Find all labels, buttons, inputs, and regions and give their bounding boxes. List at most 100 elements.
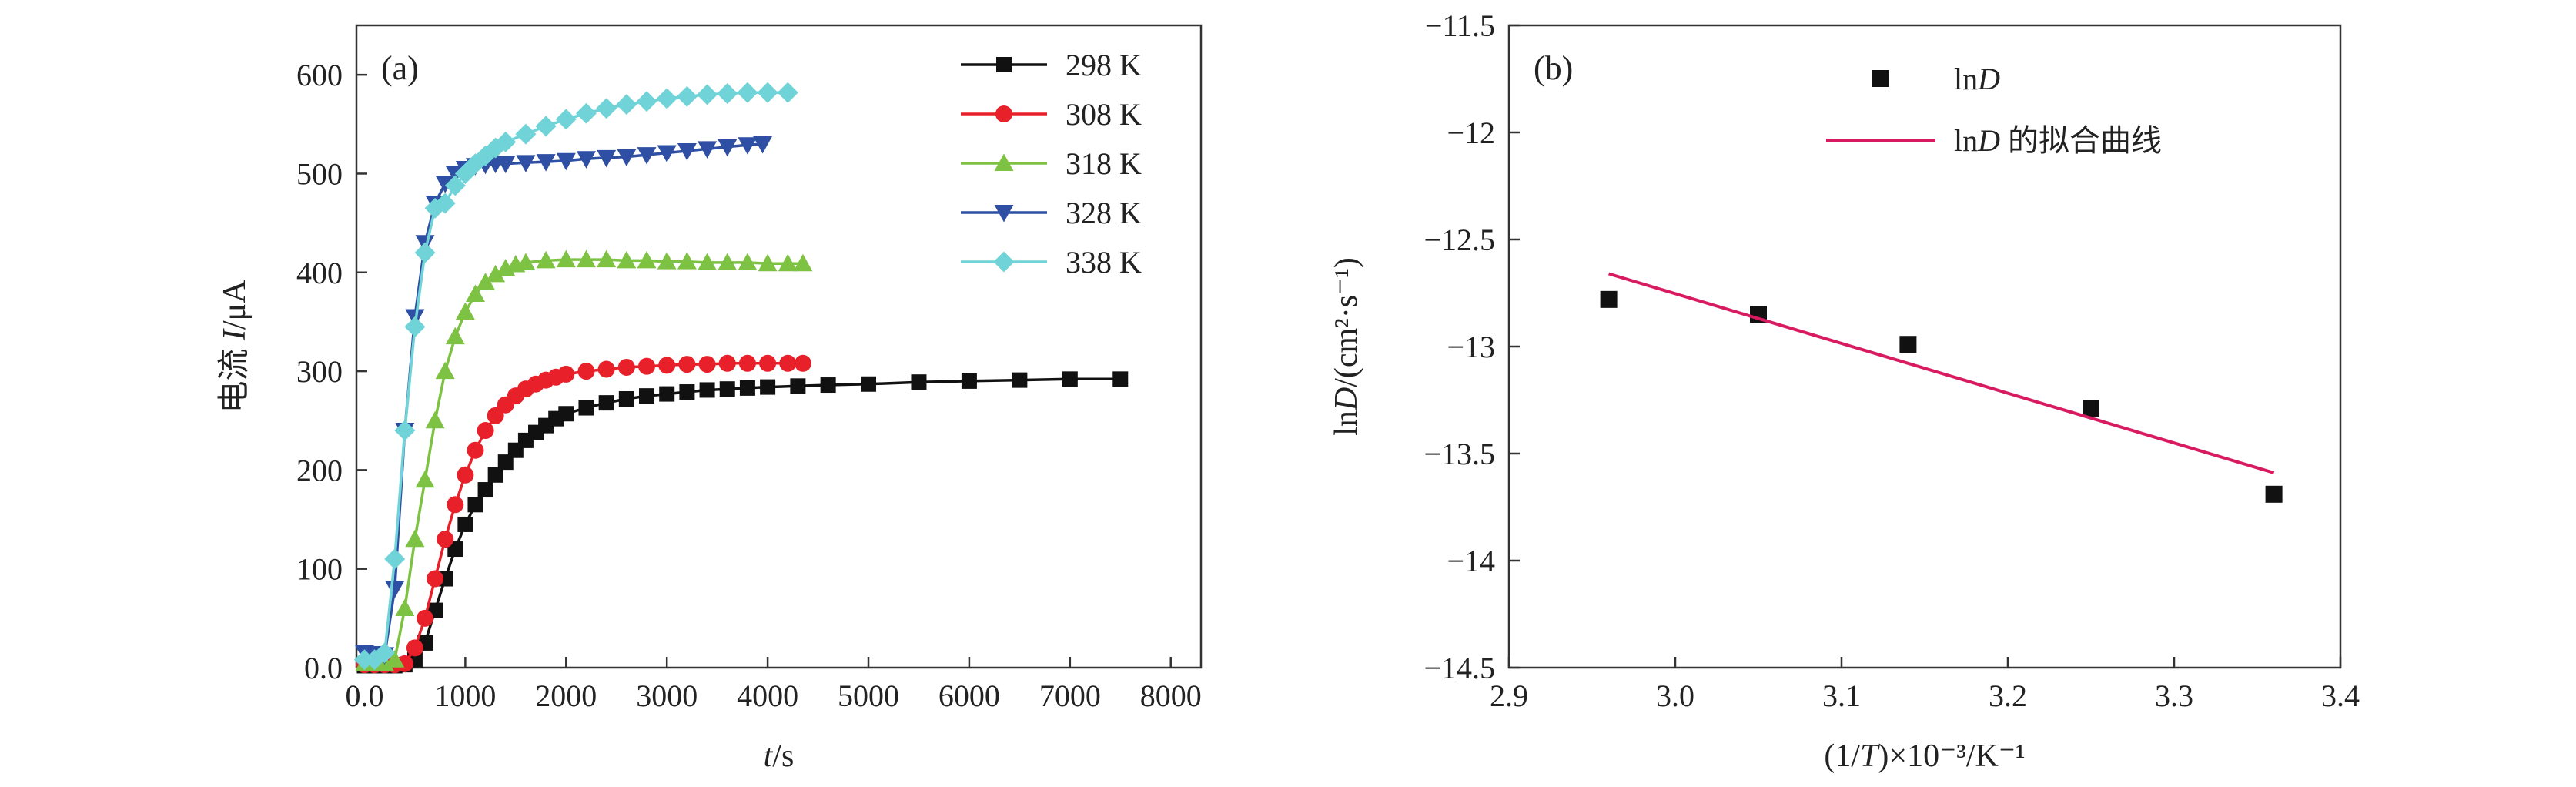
legend-entry: 318 K <box>961 146 1142 181</box>
legend-marker <box>995 105 1012 122</box>
data-point <box>486 264 506 283</box>
data-point <box>760 379 776 395</box>
series-0 <box>356 371 1129 674</box>
data-point <box>698 253 718 270</box>
fit-line <box>1608 272 2275 474</box>
data-point <box>1112 371 1129 387</box>
legend-label: 338 K <box>1066 245 1142 280</box>
data-point <box>639 388 655 404</box>
data-point <box>659 386 675 402</box>
y-tick-label: −13 <box>1447 330 1495 364</box>
y-tick-label: −14 <box>1447 544 1495 578</box>
data-point <box>718 253 738 270</box>
data-point <box>777 82 798 103</box>
data-point <box>753 136 773 154</box>
legend-label: 328 K <box>1066 196 1142 230</box>
legend-entry: 338 K <box>961 245 1142 280</box>
data-point <box>455 302 475 320</box>
data-point <box>497 454 514 471</box>
legend-marker <box>993 251 1015 273</box>
y-axis-title: lnD/(cm²·s⁻¹) <box>1329 257 1364 436</box>
series-0 <box>1600 290 2283 503</box>
data-point <box>596 98 617 119</box>
data-point <box>385 581 405 598</box>
data-point <box>558 406 574 422</box>
data-point <box>496 156 516 174</box>
data-point <box>718 139 738 157</box>
x-tick-label: 3.1 <box>1822 678 1861 713</box>
data-point <box>656 88 677 109</box>
legend-entry: 298 K <box>961 48 1142 82</box>
y-tick-label: 100 <box>296 552 343 587</box>
data-point <box>427 570 444 588</box>
data-point <box>556 152 576 171</box>
y-tick-label: 200 <box>296 453 343 487</box>
legend-label: 318 K <box>1066 146 1142 181</box>
data-point <box>1899 336 1917 353</box>
chart-panel-b: 2.9 3.0 3.1 3.2 3.3 3.4 −11.5 −12 −12.5 −13 −13.5 −… <box>1329 8 2360 774</box>
data-point <box>778 253 798 272</box>
data-point <box>445 327 465 345</box>
data-point <box>444 175 466 196</box>
data-point <box>467 497 483 513</box>
data-point <box>457 466 474 484</box>
data-point <box>487 467 503 483</box>
data-point <box>396 655 413 672</box>
data-point <box>657 145 677 163</box>
series-line <box>364 377 1121 668</box>
data-point <box>790 378 806 394</box>
data-point <box>794 354 811 372</box>
data-point <box>718 354 736 372</box>
legend-entry: 308 K <box>961 97 1142 132</box>
data-point <box>536 154 556 172</box>
data-point <box>2083 400 2099 417</box>
data-point <box>425 410 445 429</box>
data-point <box>739 380 755 396</box>
series-4 <box>353 82 798 671</box>
data-point <box>617 250 637 269</box>
x-tick-label: 3.0 <box>1656 678 1694 713</box>
data-point <box>1012 372 1028 388</box>
x-tick-label: 5000 <box>838 678 899 713</box>
data-point <box>699 382 715 398</box>
legend: 298 K 308 K 318 K 328 K 338 K <box>961 48 1142 280</box>
data-point <box>637 147 657 165</box>
data-point <box>598 395 614 411</box>
data-point <box>961 373 977 389</box>
x-tick-label: 2000 <box>535 678 597 713</box>
y-tick-label: 500 <box>296 156 343 191</box>
data-point <box>467 441 484 459</box>
data-point <box>465 284 485 302</box>
data-point <box>447 541 463 558</box>
data-point <box>557 365 575 383</box>
data-point <box>476 273 496 290</box>
data-point <box>638 357 656 375</box>
data-point <box>515 123 537 145</box>
x-tick-label: 0.0 <box>345 678 383 713</box>
legend-marker <box>996 57 1012 72</box>
data-point <box>575 102 597 124</box>
legend-marker <box>1872 70 1889 87</box>
legend: lnD lnD 的拟合曲线 <box>1826 62 2162 158</box>
data-point <box>698 141 718 159</box>
x-tick-label: 3.2 <box>1989 678 2027 713</box>
data-point <box>435 361 455 380</box>
x-tick-label: 4000 <box>737 678 798 713</box>
data-point <box>576 151 596 169</box>
data-point <box>495 131 517 152</box>
y-tick-label: −12 <box>1447 116 1495 150</box>
data-point <box>597 149 617 168</box>
data-point <box>405 529 425 548</box>
legend-entry: 328 K <box>961 196 1142 230</box>
y-tick-label: −14.5 <box>1423 651 1495 685</box>
x-tick-label: 8000 <box>1140 678 1202 713</box>
data-point <box>447 496 464 514</box>
data-point <box>793 253 813 272</box>
x-tick-label: 3.4 <box>2321 678 2360 713</box>
data-point <box>374 642 396 664</box>
data-point <box>697 84 718 105</box>
y-tick-label: −12.5 <box>1423 223 1495 257</box>
data-point <box>861 376 877 392</box>
x-tick-label: 1000 <box>434 678 496 713</box>
data-point <box>384 548 406 570</box>
